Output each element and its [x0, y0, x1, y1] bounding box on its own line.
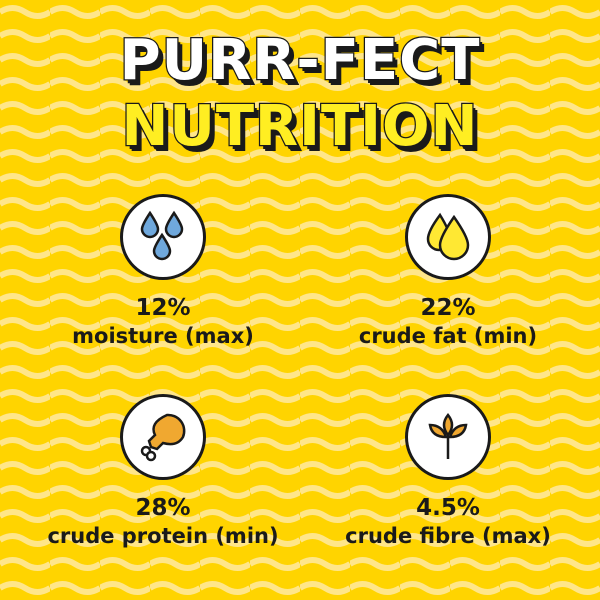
nutrient-label: crude protein (min): [47, 524, 279, 548]
nutrient-moisture: 12% moisture (max): [13, 194, 313, 350]
nutrient-value: 28%: [135, 495, 191, 521]
nutrient-label: crude fibre (max): [345, 524, 551, 548]
chicken-leg-icon: [120, 394, 206, 480]
nutrient-fat: 22% crude fat (min): [298, 194, 598, 350]
title-line-2: NUTRITION: [120, 93, 479, 161]
nutrient-label: crude fat (min): [358, 324, 538, 348]
title-line-1: PURR-FECT: [118, 27, 481, 95]
nutrient-protein: 28% crude protein (min): [13, 394, 313, 550]
wheat-icon: [405, 394, 491, 480]
nutrient-label: moisture (max): [72, 324, 254, 348]
nutrient-value: 4.5%: [416, 495, 480, 521]
oil-drops-icon: [405, 194, 491, 280]
nutrient-value: 12%: [135, 295, 191, 321]
nutrient-fibre: 4.5% crude fibre (max): [298, 394, 598, 550]
nutrient-value: 22%: [420, 295, 476, 321]
water-drops-icon: [120, 194, 206, 280]
